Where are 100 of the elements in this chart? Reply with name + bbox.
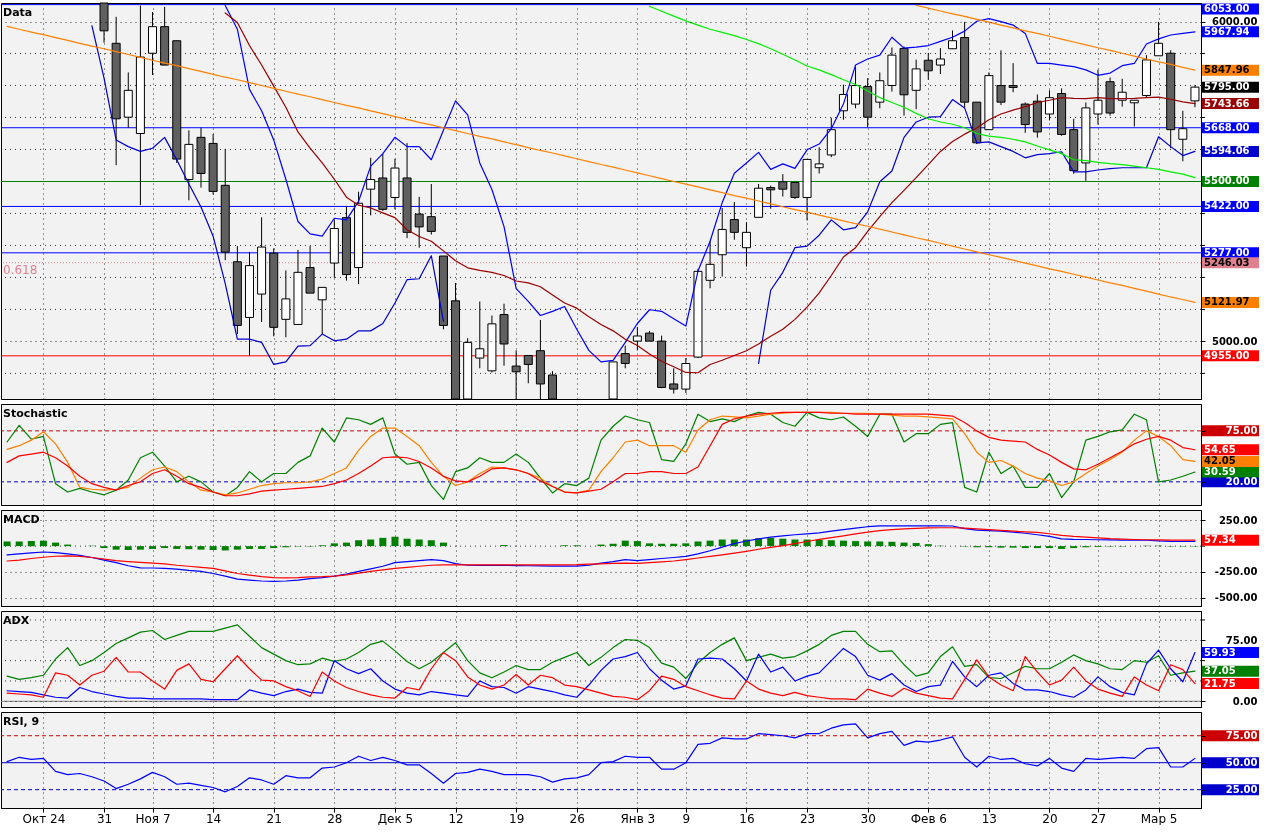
x-tick-label: 21 [266, 811, 282, 826]
data-label: 30.59 [1204, 466, 1236, 478]
data-label: 5743.66 [1204, 97, 1250, 109]
bar [197, 546, 205, 550]
bar [233, 546, 241, 550]
x-tick-label: 28 [327, 811, 343, 826]
x-tick-label: 9 [682, 811, 691, 826]
x-tick-label: Мар 5 [1140, 811, 1178, 826]
x-tick-label: 27 [1090, 811, 1107, 826]
x-tick-label: Янв 3 [620, 811, 656, 826]
bar [355, 540, 363, 547]
ref-line-label: 5277.00 [1204, 246, 1250, 258]
bar [888, 541, 896, 547]
bar [209, 546, 217, 551]
bar [403, 538, 411, 547]
bar [221, 546, 229, 551]
data-label: 5594.06 [1204, 145, 1250, 157]
bar [839, 540, 847, 547]
y-tick-label: 25.00 [1225, 784, 1258, 796]
bar [827, 540, 835, 547]
x-tick-label: Дек 5 [377, 811, 414, 826]
bar [876, 541, 884, 547]
bar [706, 540, 714, 547]
bar [391, 536, 399, 547]
x-tick-label: 14 [205, 811, 222, 826]
x-tick-label: 23 [799, 811, 816, 826]
x-tick-label: 12 [448, 811, 464, 826]
candlestick [935, 47, 945, 75]
bar [912, 543, 920, 547]
x-tick-label: 30 [860, 811, 876, 826]
chart-title: Data [3, 5, 33, 19]
data-label: 21.75 [1204, 677, 1236, 689]
data-label: 59.93 [1204, 646, 1236, 658]
chart-title: MACD [3, 513, 40, 526]
data-label: 5847.96 [1204, 64, 1250, 76]
bar [149, 546, 157, 549]
line-series [915, 4, 1196, 71]
bar [852, 541, 860, 547]
bar [173, 546, 181, 549]
y-tick-label: 20.00 [1225, 476, 1258, 488]
x-tick-label: Окт 24 [22, 811, 66, 826]
annotation: 0.618 [3, 262, 38, 277]
data-label: 57.34 [1204, 534, 1236, 546]
candlestick [766, 185, 776, 210]
bar [621, 540, 629, 547]
bar [694, 541, 702, 547]
y-tick-label: 5000.00 [1211, 335, 1258, 347]
y-tick-label: 75.00 [1225, 634, 1258, 646]
line-series [6, 624, 1196, 680]
candlestick [948, 30, 958, 50]
candlestick [620, 345, 630, 369]
bar [645, 543, 653, 547]
y-tick-label: -250.00 [1214, 566, 1258, 578]
chart-title: RSI, 9 [3, 715, 40, 728]
data-label: 37.05 [1204, 665, 1236, 677]
x-tick-label: 20 [1042, 811, 1058, 826]
bar [258, 546, 266, 549]
x-tick-label: 31 [96, 811, 113, 826]
bar [767, 537, 775, 547]
x-tick-label: 26 [569, 811, 585, 826]
bar [136, 546, 144, 550]
candlestick [1008, 62, 1018, 93]
x-tick-label: Фев 6 [910, 811, 947, 826]
ref-line-label: 4955.00 [1204, 349, 1250, 361]
ref-line-label: 5500.00 [1204, 175, 1250, 187]
x-tick-label: 19 [509, 811, 525, 826]
bar [379, 537, 387, 547]
bar [815, 539, 823, 547]
bar [245, 546, 253, 549]
data-label: 54.65 [1204, 443, 1236, 455]
bar [3, 541, 11, 547]
bar [185, 546, 193, 550]
candlestick [778, 173, 788, 198]
bar [633, 541, 641, 547]
bar [15, 541, 23, 547]
chart-title: ADX [3, 614, 30, 627]
bar [367, 539, 375, 547]
bar [1058, 546, 1066, 549]
y-tick-label: 6000.00 [1211, 16, 1258, 28]
line-series [648, 5, 1196, 179]
y-tick-label: -500.00 [1214, 592, 1258, 604]
bar [330, 543, 338, 547]
data-label: 42.05 [1204, 455, 1236, 467]
x-tick-label: 13 [981, 811, 998, 826]
chart-title: Stochastic [3, 407, 68, 420]
bar [27, 541, 35, 547]
candlestick [366, 157, 376, 216]
bar [124, 546, 132, 551]
y-tick-label: 0.00 [1232, 695, 1258, 707]
data-label: 5121.97 [1204, 296, 1250, 308]
bar [415, 539, 423, 547]
bar [39, 540, 47, 547]
x-tick-label: 16 [739, 811, 755, 826]
data-label: 5967.94 [1204, 25, 1250, 37]
ref-line-label: 6053.00 [1204, 3, 1250, 14]
ref-line-label: 5668.00 [1204, 121, 1250, 133]
bar [112, 546, 120, 550]
ref-line-label: 5246.03 [1204, 256, 1250, 268]
bar [682, 543, 690, 547]
ref-line-label: 5422.00 [1204, 200, 1250, 212]
